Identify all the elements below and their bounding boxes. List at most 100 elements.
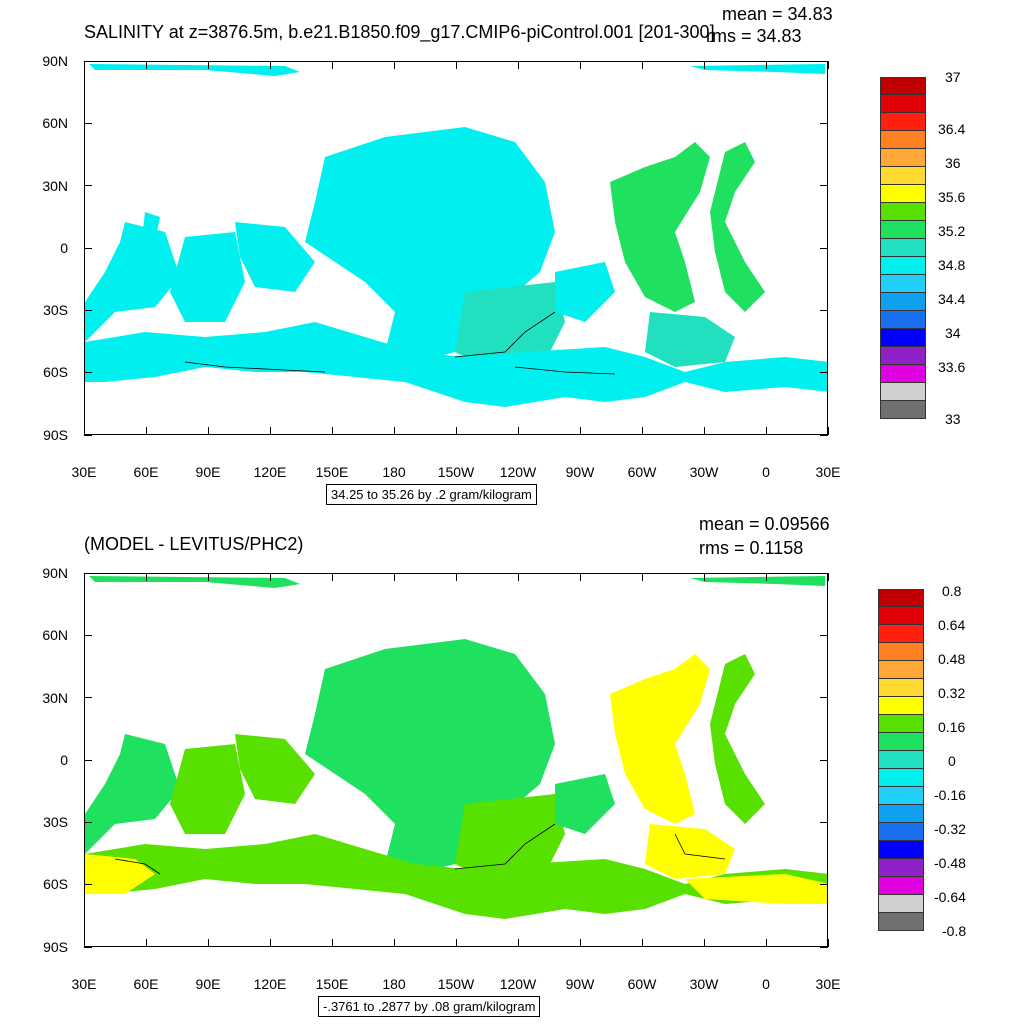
y-tick-mark	[820, 572, 828, 574]
colorbar	[878, 589, 924, 931]
colorbar-segment	[880, 347, 926, 365]
region-pacific-south	[455, 282, 565, 367]
colorbar-label: 35.6	[938, 189, 966, 205]
colorbar-segment	[878, 589, 924, 607]
x-tick-mark	[579, 427, 581, 435]
region-atlantic-north	[610, 142, 710, 312]
x-tick-label: 120E	[253, 976, 287, 992]
colorbar-label: -0.16	[934, 787, 966, 803]
y-tick-label: 30N	[42, 178, 68, 194]
x-tick-mark	[207, 427, 209, 435]
y-tick-label: 60S	[43, 364, 68, 380]
x-tick-label: 150W	[437, 464, 475, 480]
x-tick-mark	[393, 427, 395, 435]
colorbar-label: 0.32	[938, 685, 966, 701]
colorbar-label: -0.48	[934, 855, 966, 871]
y-tick-label: 0	[60, 752, 68, 768]
colorbar-segment	[880, 239, 926, 257]
y-tick-mark	[84, 821, 92, 823]
x-tick-mark	[269, 939, 271, 947]
x-tick-mark	[641, 939, 643, 947]
y-tick-mark	[820, 122, 828, 124]
region-pacific-south	[455, 794, 565, 879]
colorbar-segment	[878, 913, 924, 931]
y-tick-label: 90N	[42, 565, 68, 581]
y-tick-mark	[84, 884, 92, 886]
colorbar-label: 33.6	[938, 359, 966, 375]
y-tick-label: 90S	[43, 427, 68, 443]
x-tick-mark	[207, 573, 209, 581]
x-tick-label: 60W	[627, 464, 657, 480]
x-tick-mark	[765, 61, 767, 69]
colorbar-segment	[878, 715, 924, 733]
y-tick-mark	[84, 572, 92, 574]
x-tick-label: 30E	[815, 464, 841, 480]
panel-difference: (MODEL - LEVITUS/PHC2) mean = 0.09566 rm…	[0, 512, 1024, 1024]
colorbar-segment	[878, 841, 924, 859]
y-tick-label: 30S	[43, 814, 68, 830]
x-tick-label: 0	[762, 976, 770, 992]
map-plot	[84, 61, 828, 435]
colorbar-segment	[878, 661, 924, 679]
x-tick-mark	[455, 427, 457, 435]
colorbar-segment	[878, 697, 924, 715]
colorbar-label: 0.64	[938, 617, 966, 633]
y-tick-mark	[820, 185, 828, 187]
colorbar-segment	[880, 311, 926, 329]
x-tick-mark	[703, 573, 705, 581]
x-tick-mark	[269, 427, 271, 435]
region-indian-west	[85, 734, 180, 854]
colorbar-label: 34.8	[938, 257, 966, 273]
region-southern-ocean	[85, 834, 827, 919]
colorbar-label: 0.8	[942, 583, 962, 599]
colorbar-segment	[878, 823, 924, 841]
x-tick-mark	[331, 427, 333, 435]
region-indian-central	[170, 232, 245, 322]
y-tick-mark	[820, 884, 828, 886]
x-tick-mark	[641, 61, 643, 69]
colorbar-label: 0.16	[938, 719, 966, 735]
x-tick-label: 60E	[133, 976, 159, 992]
x-tick-label: 30E	[71, 464, 97, 480]
region-pacific-southeast	[555, 774, 615, 834]
x-tick-label: 180	[382, 976, 406, 992]
x-tick-label: 60W	[627, 976, 657, 992]
colorbar-segment	[878, 769, 924, 787]
contour-line	[454, 823, 556, 870]
region-arctic-east	[690, 576, 825, 586]
panel-title: (MODEL - LEVITUS/PHC2)	[84, 534, 304, 554]
region-indian-central	[170, 744, 245, 834]
y-tick-mark	[820, 759, 828, 761]
colorbar-segment	[880, 383, 926, 401]
colorbar-segment	[880, 185, 926, 203]
y-tick-mark	[84, 60, 92, 62]
x-tick-mark	[765, 427, 767, 435]
x-tick-mark	[827, 939, 829, 947]
y-tick-mark	[84, 372, 92, 374]
region-arctic-west	[89, 576, 300, 588]
rms-stat: rms = 34.83	[706, 26, 802, 46]
x-tick-mark	[269, 573, 271, 581]
x-tick-mark	[207, 61, 209, 69]
colorbar-segment	[880, 275, 926, 293]
x-tick-mark	[83, 427, 85, 435]
colorbar-segment	[880, 149, 926, 167]
region-indian-east	[235, 222, 315, 292]
colorbar-segment	[878, 643, 924, 661]
y-tick-label: 30N	[42, 690, 68, 706]
colorbar-segment	[880, 131, 926, 149]
colorbar-segment	[878, 751, 924, 769]
x-tick-label: 120E	[253, 464, 287, 480]
x-tick-mark	[579, 939, 581, 947]
x-tick-mark	[827, 427, 829, 435]
y-tick-mark	[820, 946, 828, 948]
y-tick-mark	[820, 821, 828, 823]
x-tick-label: 180	[382, 464, 406, 480]
y-tick-label: 90S	[43, 939, 68, 955]
colorbar-segment	[878, 607, 924, 625]
x-tick-label: 150E	[315, 464, 349, 480]
region-arctic-west	[89, 64, 300, 76]
x-tick-mark	[517, 573, 519, 581]
region-atlantic-north	[610, 654, 710, 824]
x-tick-mark	[331, 939, 333, 947]
